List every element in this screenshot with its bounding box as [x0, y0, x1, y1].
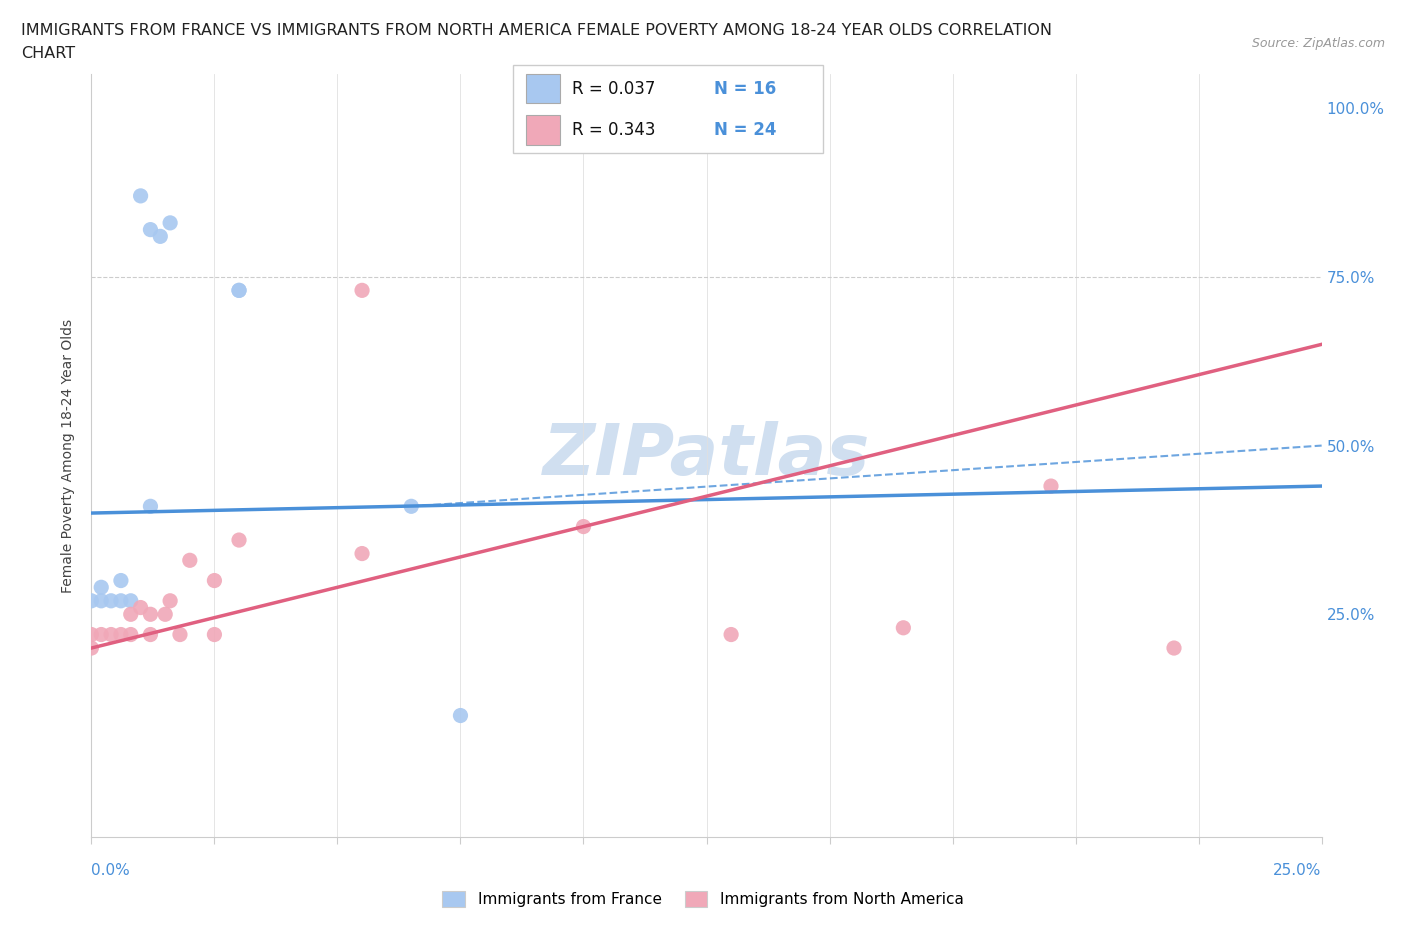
- Point: [139, 627, 162, 642]
- Point: [139, 498, 162, 513]
- Text: IMMIGRANTS FROM FRANCE VS IMMIGRANTS FROM NORTH AMERICA FEMALE POVERTY AMONG 18-: IMMIGRANTS FROM FRANCE VS IMMIGRANTS FRO…: [21, 23, 1052, 38]
- Legend: Immigrants from France, Immigrants from North America: Immigrants from France, Immigrants from …: [436, 884, 970, 913]
- Point: [202, 573, 225, 588]
- Point: [100, 593, 122, 608]
- Point: [228, 283, 250, 298]
- Point: [90, 627, 112, 642]
- Point: [352, 546, 374, 561]
- Text: 0.0%: 0.0%: [91, 863, 131, 878]
- Y-axis label: Female Poverty Among 18-24 Year Olds: Female Poverty Among 18-24 Year Olds: [62, 319, 76, 592]
- Point: [139, 607, 162, 622]
- Point: [228, 283, 250, 298]
- Point: [110, 627, 132, 642]
- Point: [202, 627, 225, 642]
- Point: [120, 627, 142, 642]
- Point: [1039, 479, 1063, 494]
- Point: [80, 627, 103, 642]
- Text: Source: ZipAtlas.com: Source: ZipAtlas.com: [1251, 37, 1385, 50]
- Point: [110, 573, 132, 588]
- FancyBboxPatch shape: [513, 65, 823, 153]
- Point: [1163, 641, 1185, 656]
- Text: CHART: CHART: [21, 46, 75, 61]
- Text: N = 16: N = 16: [714, 80, 776, 98]
- Point: [399, 498, 422, 513]
- Point: [110, 593, 132, 608]
- Point: [90, 580, 112, 595]
- Text: R = 0.343: R = 0.343: [572, 122, 655, 140]
- Point: [891, 620, 914, 635]
- Point: [159, 216, 181, 231]
- Point: [720, 627, 742, 642]
- Point: [129, 600, 152, 615]
- FancyBboxPatch shape: [526, 115, 560, 145]
- Point: [120, 593, 142, 608]
- Point: [100, 627, 122, 642]
- Point: [169, 627, 191, 642]
- Point: [449, 708, 471, 723]
- Text: N = 24: N = 24: [714, 122, 776, 140]
- Point: [90, 593, 112, 608]
- FancyBboxPatch shape: [526, 74, 560, 103]
- Text: 25.0%: 25.0%: [1274, 863, 1322, 878]
- Point: [159, 593, 181, 608]
- Point: [80, 593, 103, 608]
- Point: [139, 222, 162, 237]
- Point: [153, 607, 177, 622]
- Point: [228, 533, 250, 548]
- Point: [149, 229, 172, 244]
- Point: [179, 552, 201, 567]
- Point: [352, 283, 374, 298]
- Point: [80, 641, 103, 656]
- Point: [129, 189, 152, 204]
- Text: ZIPatlas: ZIPatlas: [543, 421, 870, 490]
- Text: R = 0.037: R = 0.037: [572, 80, 655, 98]
- Point: [572, 519, 595, 534]
- Point: [120, 607, 142, 622]
